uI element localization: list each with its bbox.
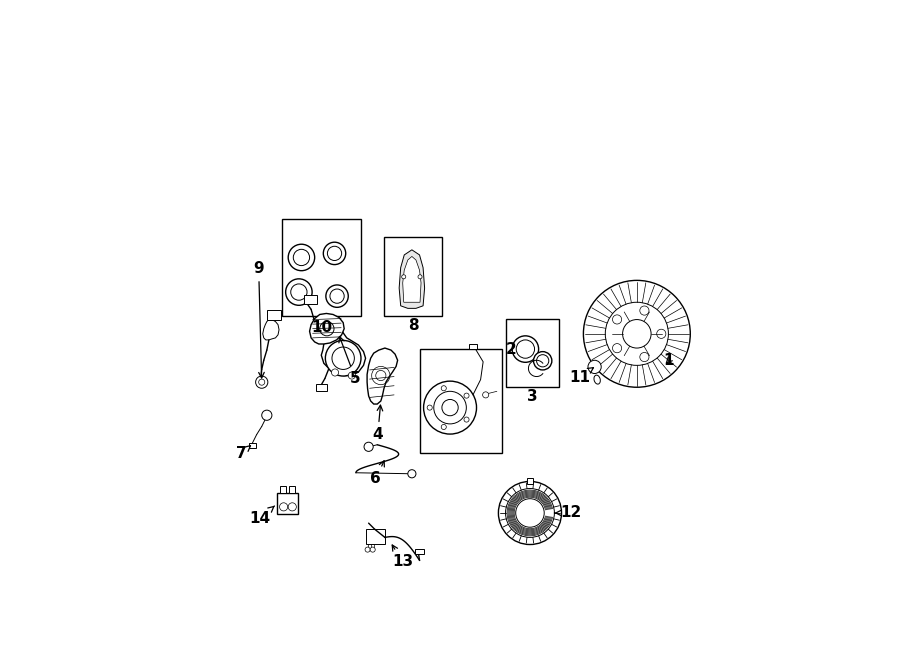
Text: 5: 5 — [339, 336, 361, 386]
Bar — [282, 219, 361, 316]
Circle shape — [534, 352, 552, 370]
Bar — [266, 311, 281, 319]
Text: 7: 7 — [236, 446, 250, 461]
Circle shape — [256, 376, 268, 388]
Circle shape — [588, 360, 601, 373]
Circle shape — [506, 488, 554, 537]
Circle shape — [401, 275, 406, 279]
Text: 12: 12 — [554, 506, 581, 520]
Ellipse shape — [594, 375, 600, 384]
Bar — [470, 344, 477, 349]
Circle shape — [331, 369, 338, 376]
Circle shape — [623, 319, 651, 348]
Circle shape — [370, 547, 375, 552]
Circle shape — [323, 242, 346, 264]
Bar — [419, 349, 502, 453]
Circle shape — [434, 391, 466, 424]
Circle shape — [640, 306, 649, 315]
Text: 10: 10 — [311, 320, 332, 334]
Text: 8: 8 — [408, 318, 418, 332]
Circle shape — [364, 442, 374, 451]
Bar — [316, 383, 328, 391]
Circle shape — [464, 393, 469, 398]
Polygon shape — [310, 313, 344, 344]
Circle shape — [441, 424, 446, 430]
Circle shape — [442, 399, 458, 416]
Bar — [384, 237, 443, 316]
Circle shape — [332, 347, 355, 369]
Circle shape — [258, 379, 265, 385]
Circle shape — [613, 315, 622, 324]
Text: 6: 6 — [371, 461, 384, 486]
Circle shape — [262, 410, 272, 420]
Circle shape — [428, 405, 432, 410]
Text: 14: 14 — [249, 506, 274, 525]
Circle shape — [512, 336, 538, 362]
Circle shape — [365, 547, 370, 552]
Circle shape — [657, 329, 666, 338]
Bar — [304, 295, 317, 304]
Polygon shape — [400, 250, 425, 308]
Circle shape — [613, 344, 622, 353]
Circle shape — [482, 392, 489, 398]
Circle shape — [640, 352, 649, 362]
Circle shape — [326, 285, 348, 307]
Text: 13: 13 — [392, 545, 413, 569]
Circle shape — [464, 417, 469, 422]
Circle shape — [536, 355, 549, 367]
Circle shape — [606, 302, 669, 366]
Polygon shape — [402, 256, 421, 302]
Circle shape — [516, 498, 544, 527]
Bar — [365, 529, 385, 543]
Text: 3: 3 — [527, 389, 538, 404]
Circle shape — [517, 340, 535, 358]
Circle shape — [583, 280, 690, 387]
Circle shape — [328, 247, 342, 260]
Circle shape — [293, 249, 310, 266]
Text: 4: 4 — [373, 405, 383, 442]
Circle shape — [291, 284, 307, 300]
Circle shape — [499, 481, 562, 545]
Polygon shape — [312, 315, 365, 375]
Text: 9: 9 — [254, 261, 265, 378]
Circle shape — [288, 244, 315, 271]
Circle shape — [418, 275, 422, 279]
Circle shape — [348, 372, 356, 379]
Bar — [248, 444, 256, 448]
Bar — [280, 486, 285, 493]
Circle shape — [424, 381, 476, 434]
Bar — [416, 549, 424, 554]
Circle shape — [285, 279, 312, 305]
Bar — [289, 486, 295, 493]
Bar — [506, 319, 560, 387]
Polygon shape — [263, 319, 279, 340]
Bar — [277, 493, 299, 514]
Circle shape — [408, 470, 416, 478]
Text: 1: 1 — [663, 353, 674, 368]
Polygon shape — [367, 348, 398, 404]
Text: 11: 11 — [569, 368, 593, 385]
Circle shape — [330, 289, 344, 303]
Bar — [526, 478, 533, 484]
Text: 2: 2 — [506, 342, 517, 356]
Circle shape — [441, 386, 446, 391]
Circle shape — [326, 340, 361, 376]
